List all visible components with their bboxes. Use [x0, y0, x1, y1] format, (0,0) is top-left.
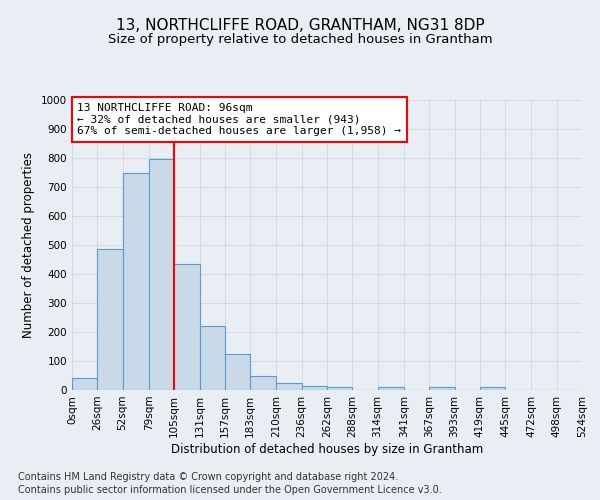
Text: Size of property relative to detached houses in Grantham: Size of property relative to detached ho…: [107, 32, 493, 46]
Bar: [480, 387, 505, 390]
Bar: [429, 387, 455, 390]
Bar: [302, 386, 327, 390]
Text: Contains public sector information licensed under the Open Government Licence v3: Contains public sector information licen…: [18, 485, 442, 495]
Bar: [225, 354, 250, 390]
Bar: [97, 250, 122, 390]
Bar: [199, 326, 225, 390]
Bar: [277, 383, 302, 390]
Bar: [122, 172, 149, 390]
Bar: [174, 264, 200, 390]
Bar: [250, 376, 277, 390]
Y-axis label: Number of detached properties: Number of detached properties: [22, 152, 35, 338]
X-axis label: Distribution of detached houses by size in Grantham: Distribution of detached houses by size …: [171, 442, 483, 456]
Text: 13 NORTHCLIFFE ROAD: 96sqm
← 32% of detached houses are smaller (943)
67% of sem: 13 NORTHCLIFFE ROAD: 96sqm ← 32% of deta…: [77, 103, 401, 136]
Text: 13, NORTHCLIFFE ROAD, GRANTHAM, NG31 8DP: 13, NORTHCLIFFE ROAD, GRANTHAM, NG31 8DP: [116, 18, 484, 32]
Bar: [72, 378, 97, 390]
Text: Contains HM Land Registry data © Crown copyright and database right 2024.: Contains HM Land Registry data © Crown c…: [18, 472, 398, 482]
Bar: [377, 387, 404, 390]
Bar: [327, 387, 352, 390]
Bar: [149, 160, 174, 390]
